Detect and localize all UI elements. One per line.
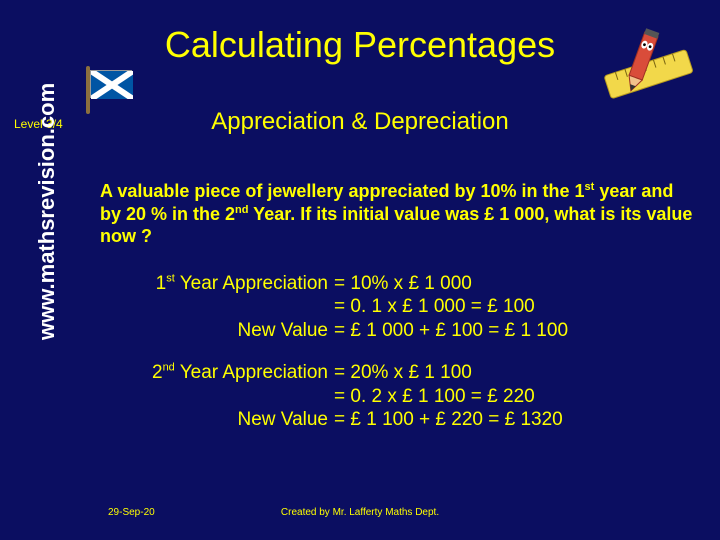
year2-line2: = 0. 2 x £ 1 100 = £ 220 — [334, 385, 696, 409]
scotland-flag-icon — [90, 70, 132, 98]
y2-lp0: 2 — [152, 362, 163, 383]
pencil-ruler-icon — [586, 28, 696, 124]
year1-newvalue: = £ 1 000 + £ 100 = £ 1 100 — [334, 319, 696, 343]
problem-part-1: A valuable piece of jewellery appreciate… — [100, 181, 585, 201]
year2-block: 2nd Year Appreciation = 20% x £ 1 100 = … — [100, 361, 696, 432]
year1-line2: = 0. 1 x £ 1 000 = £ 100 — [334, 295, 696, 319]
year2-label: 2nd Year Appreciation — [100, 361, 334, 385]
content-area: A valuable piece of jewellery appreciate… — [100, 180, 696, 450]
year2-newvalue: = £ 1 100 + £ 220 = £ 1320 — [334, 408, 696, 432]
year1-blank — [100, 295, 334, 319]
y1-lp1: st — [166, 272, 175, 284]
year1-newvalue-label: New Value — [100, 319, 334, 343]
problem-statement: A valuable piece of jewellery appreciate… — [100, 180, 696, 248]
problem-sup-2: nd — [235, 204, 248, 216]
y1-lp2: Year Appreciation — [175, 273, 328, 294]
y2-lp1: nd — [163, 361, 175, 373]
year1-label: 1st Year Appreciation — [100, 272, 334, 296]
year2-line1: = 20% x £ 1 100 — [334, 361, 696, 385]
year1-block: 1st Year Appreciation = 10% x £ 1 000 = … — [100, 272, 696, 343]
y1-lp0: 1 — [156, 273, 167, 294]
problem-sup-1: st — [585, 181, 595, 193]
year1-line1: = 10% x £ 1 000 — [334, 272, 696, 296]
website-url: www.mathsrevision.com — [34, 83, 60, 340]
footer-credit: Created by Mr. Lafferty Maths Dept. — [0, 507, 720, 518]
y2-lp2: Year Appreciation — [175, 362, 328, 383]
year2-blank — [100, 385, 334, 409]
year2-newvalue-label: New Value — [100, 408, 334, 432]
